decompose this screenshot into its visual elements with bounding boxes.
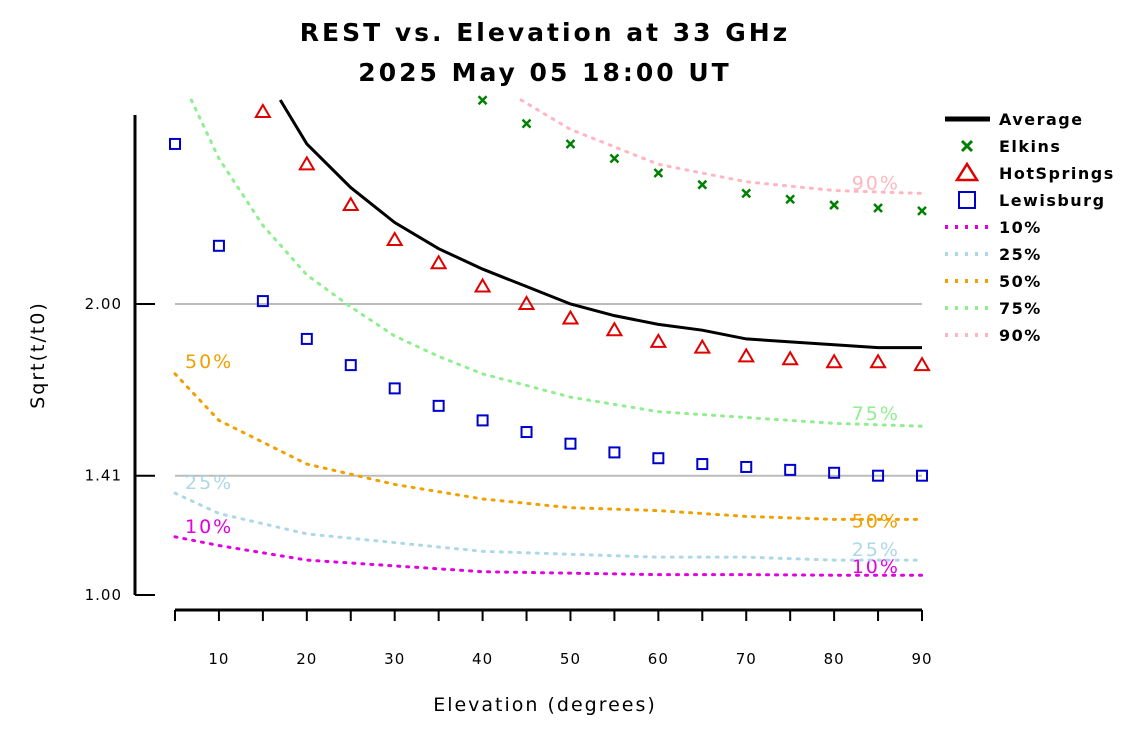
legend-item-hotsprings: HotSprings [954, 161, 1115, 183]
legend-label: HotSprings [999, 164, 1115, 183]
percentile-label-25pct: 25% [852, 539, 900, 561]
data-point-elkins [741, 188, 752, 199]
legend-swatch [958, 191, 976, 209]
percentile-label-50pct: 50% [185, 351, 233, 373]
x-tick-label: 90 [911, 650, 932, 668]
legend-item-75pct: 75% [945, 299, 1042, 318]
data-point-lewisburg [740, 460, 753, 473]
data-point-hotsprings [473, 277, 492, 293]
legend-label: 25% [999, 245, 1042, 264]
data-point-lewisburg [476, 414, 489, 427]
legend-item-average: Average [945, 110, 1084, 129]
y-tick-label: 2.00 [85, 295, 122, 313]
legend-label: Lewisburg [999, 191, 1106, 210]
data-point-hotsprings [737, 347, 755, 363]
x-tick-label: 80 [824, 650, 845, 668]
data-point-hotsprings [869, 353, 887, 369]
data-point-hotsprings [561, 309, 580, 325]
data-point-lewisburg [169, 137, 181, 150]
x-tick-label: 20 [296, 650, 317, 668]
y-tick-label: 1.00 [85, 586, 122, 604]
data-point-hotsprings [254, 102, 272, 118]
x-tick-label: 50 [560, 650, 581, 668]
chart-subtitle: 2025 May 05 18:00 UT [358, 58, 732, 87]
percentile-line-75pct [189, 98, 924, 428]
data-point-hotsprings [605, 321, 624, 337]
legend-label: Average [999, 110, 1084, 129]
data-point-lewisburg [784, 463, 797, 476]
data-point-lewisburg [388, 382, 401, 395]
data-point-elkins [521, 118, 532, 129]
legend-item-lewisburg: Lewisburg [958, 191, 1106, 210]
legend-swatch [960, 139, 974, 153]
y-tick-label: 1.41 [85, 467, 122, 485]
data-point-elkins [653, 168, 664, 178]
data-point-lewisburg [344, 359, 357, 372]
data-point-hotsprings [298, 155, 316, 171]
legend: Average Elkins HotSprings Lewisburg 10% 25% 50… [945, 110, 1115, 345]
percentile-line-25pct [173, 491, 924, 562]
percentile-line-90pct [519, 98, 924, 195]
legend-label: 90% [999, 326, 1042, 345]
series-line-average [278, 99, 922, 350]
data-point-elkins [565, 139, 576, 149]
legend-label: 75% [999, 299, 1042, 318]
percentile-label-75pct: 75% [852, 403, 900, 425]
legend-item-25pct: 25% [945, 245, 1042, 264]
percentile-line-50pct [173, 372, 924, 521]
percentile-label-10pct: 10% [852, 556, 900, 578]
data-point-lewisburg [432, 399, 445, 412]
data-point-elkins [829, 200, 840, 210]
data-point-elkins [917, 205, 927, 216]
data-point-elkins [873, 203, 883, 213]
data-point-elkins [697, 179, 708, 190]
data-point-hotsprings [342, 196, 360, 212]
data-point-lewisburg [520, 426, 533, 439]
chart-title: REST vs. Elevation at 33 GHz [299, 18, 791, 47]
x-tick-label: 60 [648, 650, 669, 668]
data-point-hotsprings [385, 230, 404, 246]
y-axis-label: Sqrt(t/t0) [27, 301, 49, 409]
percentile-label-25pct: 25% [185, 472, 233, 494]
data-point-lewisburg [916, 469, 928, 482]
data-point-hotsprings [649, 332, 668, 348]
legend-item-elkins: Elkins [960, 137, 1061, 156]
data-point-lewisburg [212, 239, 225, 252]
data-point-elkins [785, 194, 796, 205]
data-point-lewisburg [256, 295, 269, 308]
data-point-lewisburg [696, 458, 709, 471]
x-tick-label: 30 [384, 650, 405, 668]
data-point-lewisburg [564, 437, 577, 450]
legend-item-90pct: 90% [945, 326, 1042, 345]
x-tick-label: 70 [736, 650, 757, 668]
legend-label: Elkins [999, 137, 1061, 156]
percentile-label-90pct: 90% [852, 172, 900, 194]
percentile-label-10pct: 10% [185, 516, 233, 538]
legend-label: 10% [999, 218, 1042, 237]
x-tick-label: 10 [208, 650, 229, 668]
x-axis-label: Elevation (degrees) [433, 694, 657, 716]
legend-label: 50% [999, 272, 1042, 291]
data-point-elkins [609, 153, 620, 164]
data-point-lewisburg [828, 466, 841, 479]
data-point-elkins [477, 95, 488, 106]
legend-item-10pct: 10% [945, 218, 1042, 237]
x-tick-label: 40 [472, 650, 493, 668]
percentile-label-50pct: 50% [852, 510, 900, 532]
data-point-hotsprings [693, 338, 712, 354]
data-point-lewisburg [652, 452, 665, 465]
legend-item-50pct: 50% [945, 272, 1042, 291]
legend-swatch [954, 161, 980, 182]
data-point-hotsprings [429, 254, 448, 270]
data-point-lewisburg [608, 446, 621, 459]
data-point-hotsprings [913, 356, 931, 372]
data-point-lewisburg [300, 332, 313, 345]
data-point-hotsprings [825, 353, 843, 369]
data-point-lewisburg [872, 469, 885, 482]
data-point-hotsprings [781, 350, 799, 366]
data-point-hotsprings [517, 295, 536, 310]
percentile-line-10pct [173, 535, 924, 577]
